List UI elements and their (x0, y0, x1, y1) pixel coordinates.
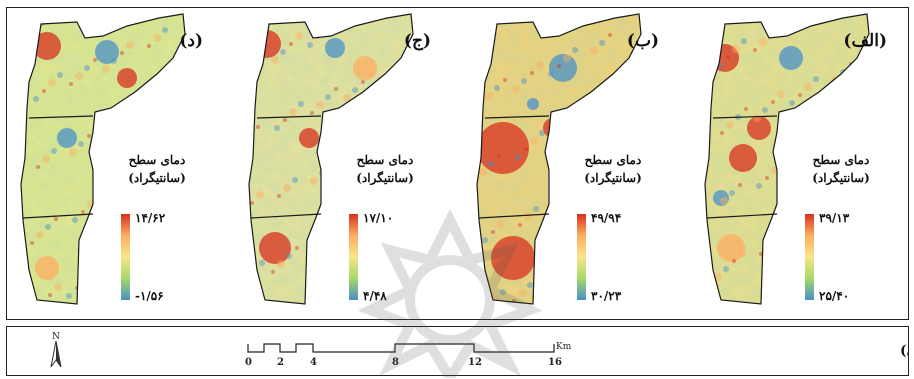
legend-title: دمای سطح (813, 153, 870, 168)
panels-canvas: (د) دمای سطح (سانتیگراد) ۱۴/۶۲ -۱/۵۶ (ج) دمای … (20, 13, 887, 305)
scale-tick-16: 16 (548, 357, 562, 368)
legend-min-value: ۲۵/۴۰ (819, 289, 849, 303)
region-boundary (704, 13, 870, 305)
map-panels-frame: (د) دمای سطح (سانتیگراد) ۱۴/۶۲ -۱/۵۶ (ج) دمای … (6, 7, 909, 320)
scale-tick-4: 4 (310, 357, 317, 368)
legend-unit: (سانتیگراد) (584, 170, 642, 186)
legend-color-ramp (805, 214, 814, 300)
legend-unit: (سانتیگراد) (356, 170, 414, 186)
region-boundary (248, 13, 414, 305)
region-boundary (20, 13, 186, 305)
scale-tick-0: 0 (245, 357, 252, 368)
panel-label: (ج) (404, 31, 431, 51)
legend-min-value: ۳۰/۲۳ (591, 289, 622, 303)
scale-bar (247, 343, 555, 353)
scale-unit: Km (556, 342, 572, 352)
scale-tick-2: 2 (277, 357, 284, 368)
legend-min-value: ۴/۴۸ (363, 289, 387, 303)
legend-min-value: -۱/۵۶ (135, 289, 164, 303)
legend-color-ramp (121, 214, 130, 300)
panel-label: (ب) (627, 31, 659, 51)
map-info-bar: N 0 2 4 8 12 16 Km عنوان نقشه : دمای سطح… (6, 326, 914, 376)
district-boundary (706, 115, 778, 219)
district-boundary (250, 115, 322, 219)
map-title: عنوان نقشه : دمای سطح زمین (بعد طبیعی) (900, 343, 908, 359)
legend-unit: (سانتیگراد) (128, 170, 186, 186)
region-boundary (476, 13, 642, 305)
legend-max-value: ۴۹/۹۴ (591, 211, 621, 225)
scale-tick-8: 8 (392, 357, 399, 368)
map-panel: (الف) دمای سطح (سانتیگراد) ۳۹/۱۳ ۲۵/۴۰ (704, 13, 887, 305)
legend-max-value: ۳۹/۱۳ (819, 211, 850, 225)
legend-unit: (سانتیگراد) (812, 170, 870, 186)
map-panel: (ب) دمای سطح (سانتیگراد) ۴۹/۹۴ ۳۰/۲۳ (476, 13, 659, 305)
map-panel: (د) دمای سطح (سانتیگراد) ۱۴/۶۲ -۱/۵۶ (20, 13, 203, 305)
legend-max-value: ۱۴/۶۲ (135, 211, 166, 225)
legend-color-ramp (349, 214, 358, 300)
district-boundary (22, 115, 94, 219)
legend-title: دمای سطح (129, 153, 186, 168)
legend-max-value: ۱۷/۱۰ (363, 211, 393, 225)
panel-label: (الف) (843, 31, 887, 51)
panel-label: (د) (179, 31, 203, 51)
legend-color-ramp (577, 214, 586, 300)
map-panel: (ج) دمای سطح (سانتیگراد) ۱۷/۱۰ ۴/۴۸ (248, 13, 431, 305)
scale-tick-12: 12 (468, 357, 482, 368)
north-arrow-icon (50, 340, 62, 368)
legend-title: دمای سطح (585, 153, 642, 168)
legend-title: دمای سطح (357, 153, 414, 168)
district-boundary (478, 115, 550, 219)
info-bar-canvas: N 0 2 4 8 12 16 Km عنوان نقشه : دمای سطح… (50, 332, 914, 368)
north-label: N (52, 332, 60, 342)
